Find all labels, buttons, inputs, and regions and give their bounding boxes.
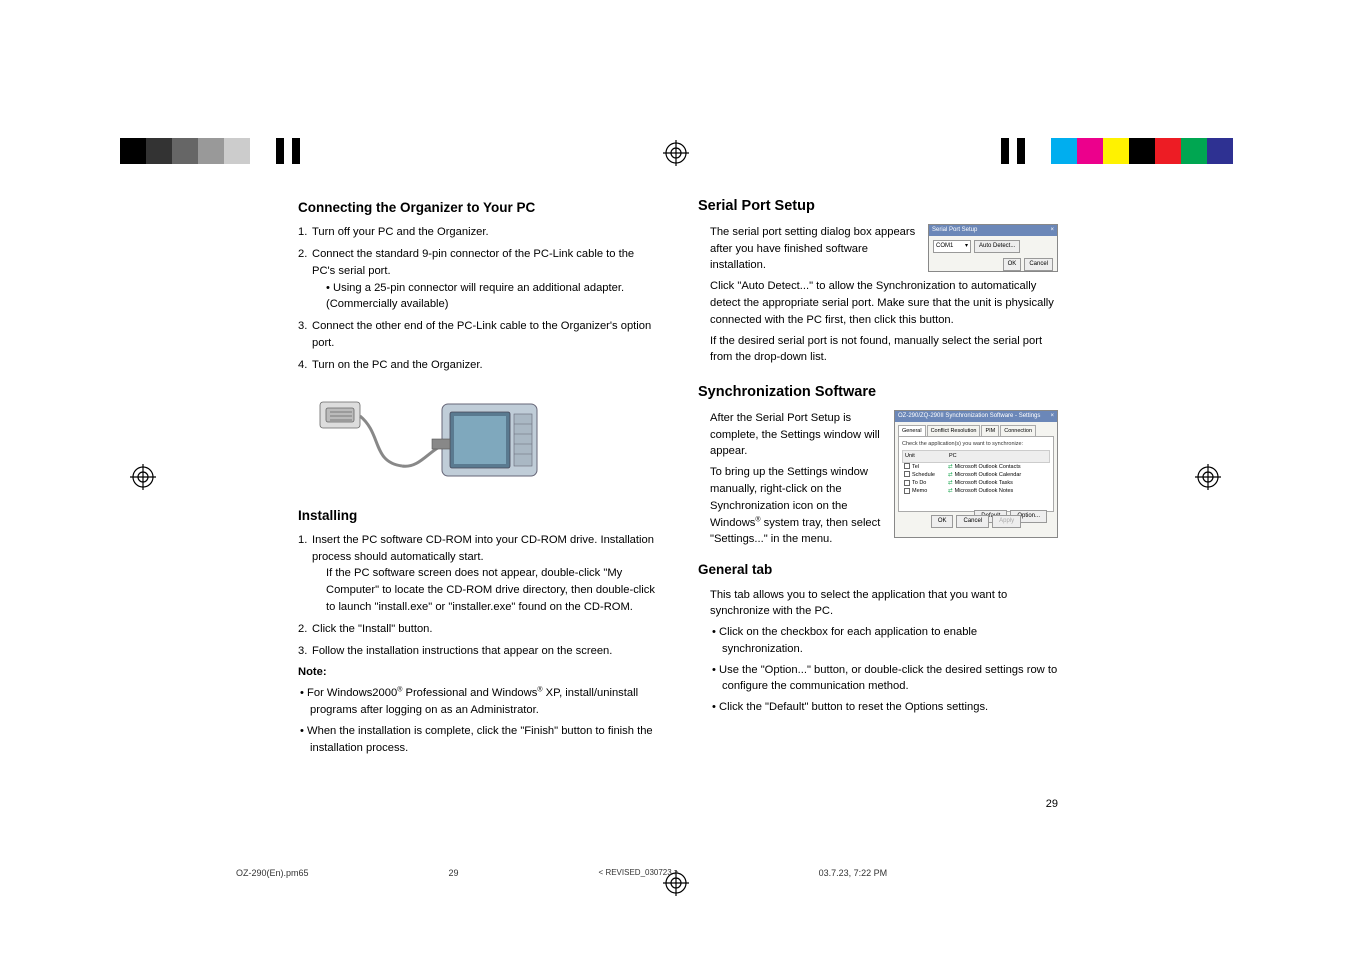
sync-icon: ⇄ — [948, 472, 953, 478]
list-item: 1.Insert the PC software CD-ROM into you… — [298, 532, 658, 616]
auto-detect-button: Auto Detect... — [974, 240, 1020, 253]
checkbox-icon — [904, 471, 910, 477]
step-text: Connect the other end of the PC-Link cab… — [312, 320, 651, 349]
pc-label: Microsoft Outlook Notes — [955, 488, 1014, 494]
page-number: 29 — [1046, 798, 1058, 810]
dialog-title: OZ-290/ZQ-290II Synchronization Software… — [898, 412, 1040, 421]
serial-paragraph: If the desired serial port is not found,… — [710, 333, 1058, 367]
list-item: Click the "Default" button to reset the … — [710, 699, 1058, 716]
bullet-text: Click the "Default" button to reset the … — [719, 701, 988, 713]
step-text: Turn off your PC and the Organizer. — [312, 226, 489, 238]
footer-timestamp: 03.7.23, 7:22 PM — [819, 868, 888, 878]
right-column: Serial Port Setup Serial Port Setup × CO… — [698, 196, 1058, 760]
list-item: Click on the checkbox for each applicati… — [710, 624, 1058, 658]
pc-label: Microsoft Outlook Calendar — [955, 472, 1022, 478]
list-item: 4.Turn on the PC and the Organizer. — [298, 357, 658, 374]
close-icon: × — [1050, 226, 1054, 235]
tab-pim: PIM — [981, 425, 999, 436]
step-text: Insert the PC software CD-ROM into your … — [312, 534, 654, 563]
heading-sync-software: Synchronization Software — [698, 382, 1058, 404]
note-text: When the installation is complete, click… — [307, 725, 653, 754]
unit-label: Schedule — [912, 472, 935, 478]
sync-icon: ⇄ — [948, 464, 953, 470]
serial-port-dialog-screenshot: Serial Port Setup × COM1 ▾ Auto Detect..… — [928, 224, 1058, 272]
serial-paragraph: Click "Auto Detect..." to allow the Sync… — [710, 278, 1058, 328]
note-text-a: For Windows2000 — [307, 687, 397, 699]
list-item: 2.Click the "Install" button. — [298, 621, 658, 638]
registration-mark-icon — [663, 140, 689, 166]
heading-general-tab: General tab — [698, 560, 1058, 580]
combo-value: COM1 — [936, 242, 953, 251]
registration-mark-icon — [1195, 464, 1221, 490]
cancel-button: Cancel — [1024, 258, 1053, 271]
unit-label: Tel — [912, 464, 919, 470]
chevron-down-icon: ▾ — [965, 242, 968, 251]
registration-mark-icon — [130, 464, 156, 490]
pc-label: Microsoft Outlook Tasks — [955, 480, 1013, 486]
general-paragraph: This tab allows you to select the applic… — [710, 587, 1058, 621]
ok-button: OK — [931, 515, 954, 528]
dialog-title: Serial Port Setup — [932, 226, 977, 235]
unit-label: Memo — [912, 488, 927, 494]
table-row: Memo ⇄Microsoft Outlook Notes — [902, 487, 1050, 495]
footer-filename: OZ-290(En).pm65 — [236, 868, 309, 878]
column-header-unit: Unit — [903, 451, 947, 461]
heading-connecting: Connecting the Organizer to Your PC — [298, 198, 658, 218]
bullet-text: Click on the checkbox for each applicati… — [719, 626, 977, 655]
checkbox-icon — [904, 488, 910, 494]
device-illustration — [312, 384, 542, 494]
list-item: 1.Turn off your PC and the Organizer. — [298, 224, 658, 241]
tab-conflict: Conflict Resolution — [927, 425, 981, 436]
bullet-text: Use the "Option..." button, or double-cl… — [719, 664, 1057, 693]
panel-instruction: Check the application(s) you want to syn… — [902, 440, 1050, 448]
pc-label: Microsoft Outlook Contacts — [955, 464, 1021, 470]
step-text: Click the "Install" button. — [312, 623, 433, 635]
close-icon: × — [1050, 412, 1054, 421]
cancel-button: Cancel — [956, 515, 989, 528]
heading-serial-port: Serial Port Setup — [698, 196, 1058, 218]
ok-button: OK — [1003, 258, 1022, 271]
sync-settings-dialog-screenshot: OZ-290/ZQ-290II Synchronization Software… — [894, 410, 1058, 538]
step-text: Connect the standard 9-pin connector of … — [312, 248, 634, 277]
footer-pagenum: 29 — [449, 868, 459, 878]
table-row: Tel ⇄Microsoft Outlook Contacts — [902, 463, 1050, 471]
color-bar-left — [120, 138, 300, 164]
footer: OZ-290(En).pm65 29 < REVISED_030723 > 03… — [236, 868, 996, 878]
heading-installing: Installing — [298, 506, 658, 526]
step-text: Follow the installation instructions tha… — [312, 645, 612, 657]
list-item: When the installation is complete, click… — [298, 723, 658, 757]
table-row: To Do ⇄Microsoft Outlook Tasks — [902, 479, 1050, 487]
list-item: 3.Follow the installation instructions t… — [298, 643, 658, 660]
apply-button: Apply — [992, 515, 1021, 528]
sub-note: • Using a 25-pin connector will require … — [326, 280, 658, 314]
page-content: Connecting the Organizer to Your PC 1.Tu… — [298, 196, 1058, 760]
list-item: Use the "Option..." button, or double-cl… — [710, 662, 1058, 696]
sub-note: If the PC software screen does not appea… — [326, 565, 658, 615]
note-text-b: Professional and Windows — [402, 687, 537, 699]
column-header-pc: PC — [947, 451, 1049, 461]
sync-icon: ⇄ — [948, 488, 953, 494]
list-item: 3.Connect the other end of the PC-Link c… — [298, 318, 658, 352]
footer-revised: < REVISED_030723 > — [599, 868, 679, 878]
table-row: Schedule ⇄Microsoft Outlook Calendar — [902, 471, 1050, 479]
sync-icon: ⇄ — [948, 480, 953, 486]
left-column: Connecting the Organizer to Your PC 1.Tu… — [298, 196, 658, 760]
list-item: For Windows2000® Professional and Window… — [298, 685, 658, 719]
tab-connection: Connection — [1000, 425, 1036, 436]
com-port-select: COM1 ▾ — [933, 240, 971, 253]
step-text: Turn on the PC and the Organizer. — [312, 359, 483, 371]
tab-general: General — [898, 425, 926, 436]
checkbox-icon — [904, 480, 910, 486]
color-bar-right — [1001, 138, 1233, 164]
unit-label: To Do — [912, 480, 926, 486]
note-label: Note: — [298, 664, 658, 681]
checkbox-icon — [904, 463, 910, 469]
list-item: 2.Connect the standard 9-pin connector o… — [298, 246, 658, 313]
